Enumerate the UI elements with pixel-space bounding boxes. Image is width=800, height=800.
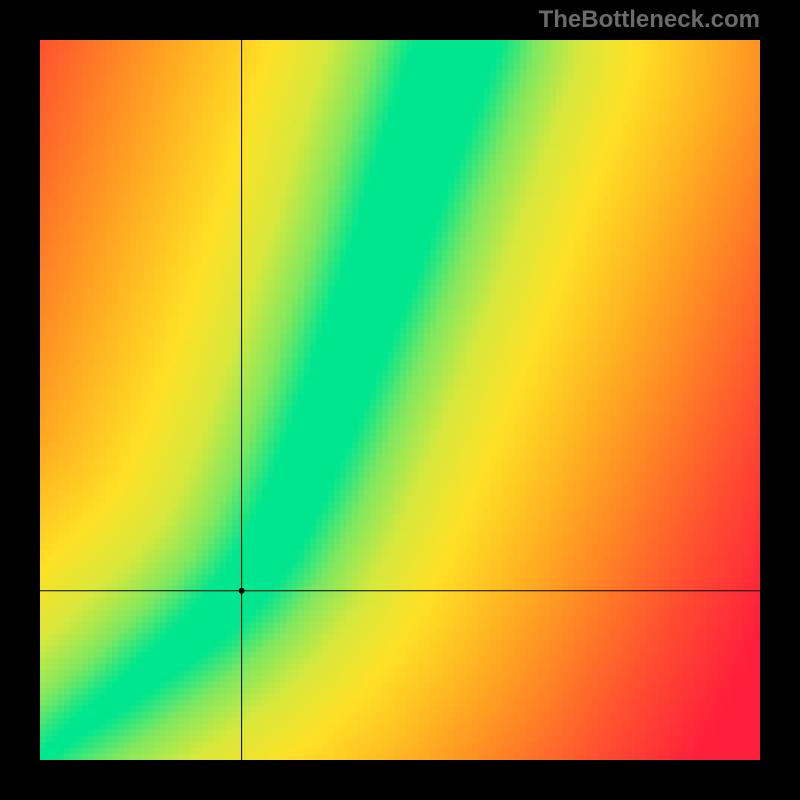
bottleneck-heatmap bbox=[40, 40, 760, 760]
chart-container: TheBottleneck.com bbox=[0, 0, 800, 800]
watermark-text: TheBottleneck.com bbox=[539, 6, 760, 34]
